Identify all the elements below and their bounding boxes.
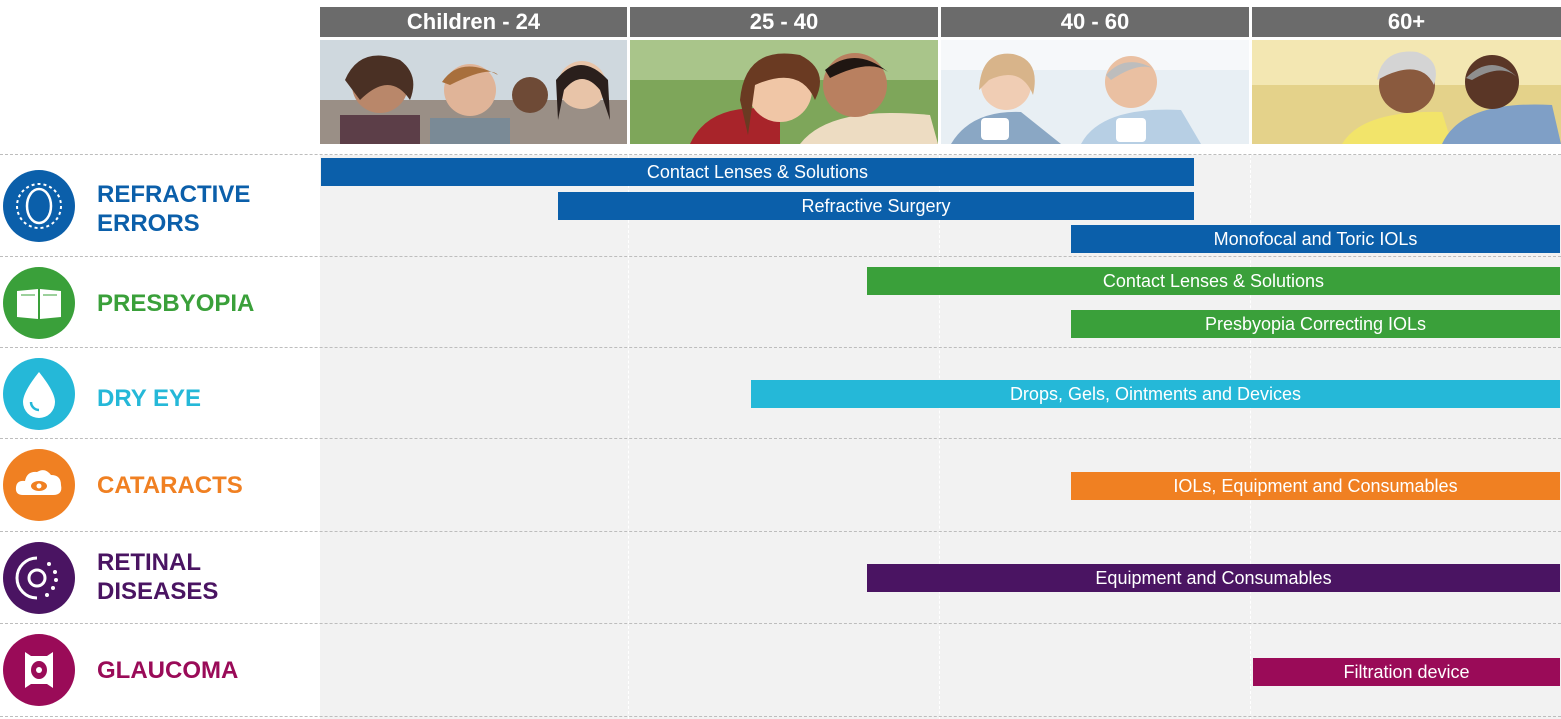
refractive-eye-icon xyxy=(3,170,75,242)
category-label-dry-eye: DRY EYE xyxy=(97,385,202,412)
droplet-icon xyxy=(3,358,75,430)
category-label-presbyopia: PRESBYOPIA xyxy=(97,290,255,317)
photo-young-group xyxy=(320,40,627,144)
category-label-cataracts: CATARACTS xyxy=(97,472,243,499)
category-label-glaucoma: GLAUCOMA xyxy=(97,657,239,684)
age-header-25-40: 25 - 40 xyxy=(630,7,938,37)
bar-dry-eye-products: Drops, Gels, Ointments and Devices xyxy=(751,380,1560,408)
bar-monofocal-toric-iols: Monofocal and Toric IOLs xyxy=(1071,225,1560,253)
grid-divider xyxy=(939,155,940,719)
open-book-icon xyxy=(3,267,75,339)
bar-retinal-equipment: Equipment and Consumables xyxy=(867,564,1560,592)
bar-refractive-contact-lenses: Contact Lenses & Solutions xyxy=(321,158,1194,186)
grid-divider xyxy=(628,155,629,719)
photo-couple-40-60 xyxy=(941,40,1249,144)
cloud-eye-icon xyxy=(3,449,75,521)
age-header-40-60: 40 - 60 xyxy=(941,7,1249,37)
photo-couple-60-plus xyxy=(1252,40,1561,144)
row-separator xyxy=(0,154,1561,155)
bar-glaucoma-filtration: Filtration device xyxy=(1253,658,1560,686)
row-separator xyxy=(0,531,1561,532)
row-separator xyxy=(0,438,1561,439)
category-label-retinal-diseases: RETINAL DISEASES xyxy=(97,549,219,605)
grid-divider xyxy=(1250,155,1251,719)
age-header-60-plus: 60+ xyxy=(1252,7,1561,37)
age-header-children-24: Children - 24 xyxy=(320,7,627,37)
retina-eye-icon xyxy=(3,542,75,614)
bar-presbyopia-contact-lenses: Contact Lenses & Solutions xyxy=(867,267,1560,295)
bar-cataract-products: IOLs, Equipment and Consumables xyxy=(1071,472,1560,500)
category-label-refractive-errors: REFRACTIVE ERRORS xyxy=(97,181,251,237)
bar-refractive-surgery: Refractive Surgery xyxy=(558,192,1194,220)
row-separator xyxy=(0,623,1561,624)
row-separator xyxy=(0,716,1561,717)
bar-presbyopia-correcting-iols: Presbyopia Correcting IOLs xyxy=(1071,310,1560,338)
row-separator xyxy=(0,256,1561,257)
glaucoma-eye-icon xyxy=(3,634,75,706)
photo-couple-25-40 xyxy=(630,40,938,144)
row-separator xyxy=(0,347,1561,348)
